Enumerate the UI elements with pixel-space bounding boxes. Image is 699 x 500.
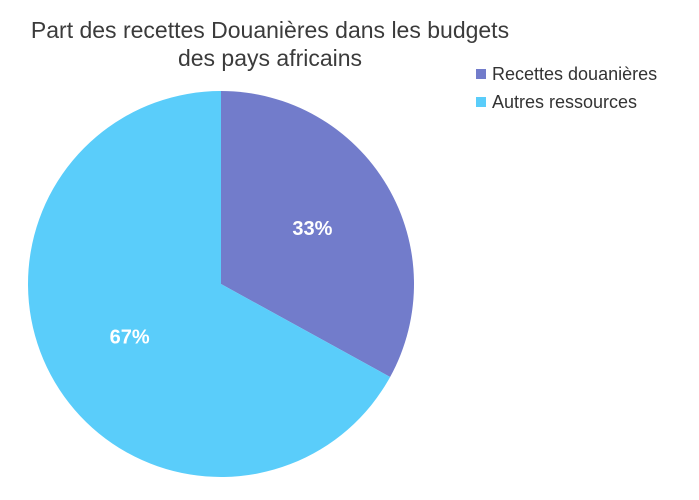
legend-swatch-recettes-douanieres	[476, 69, 486, 79]
legend-label-recettes-douanieres: Recettes douanières	[492, 63, 658, 84]
chart-title: Part des recettes Douanières dans les bu…	[0, 16, 540, 72]
legend-item-recettes-douanieres: Recettes douanières	[476, 60, 657, 88]
data-label-autres-ressources: 67%	[110, 326, 150, 348]
data-label-recettes-douanieres: 33%	[292, 218, 332, 240]
chart-title-line-1: Part des recettes Douanières dans les bu…	[30, 17, 510, 43]
legend-swatch-autres-ressources	[476, 97, 486, 107]
pie-slice-recettes-douanieres	[221, 91, 415, 377]
legend: Recettes douanières Autres ressources	[476, 60, 657, 116]
legend-label-autres-ressources: Autres ressources	[492, 91, 638, 112]
chart-title-line-2: des pays africains	[177, 45, 363, 71]
pie-slice-autres-ressources	[28, 91, 391, 477]
legend-item-autres-ressources: Autres ressources	[476, 88, 657, 116]
